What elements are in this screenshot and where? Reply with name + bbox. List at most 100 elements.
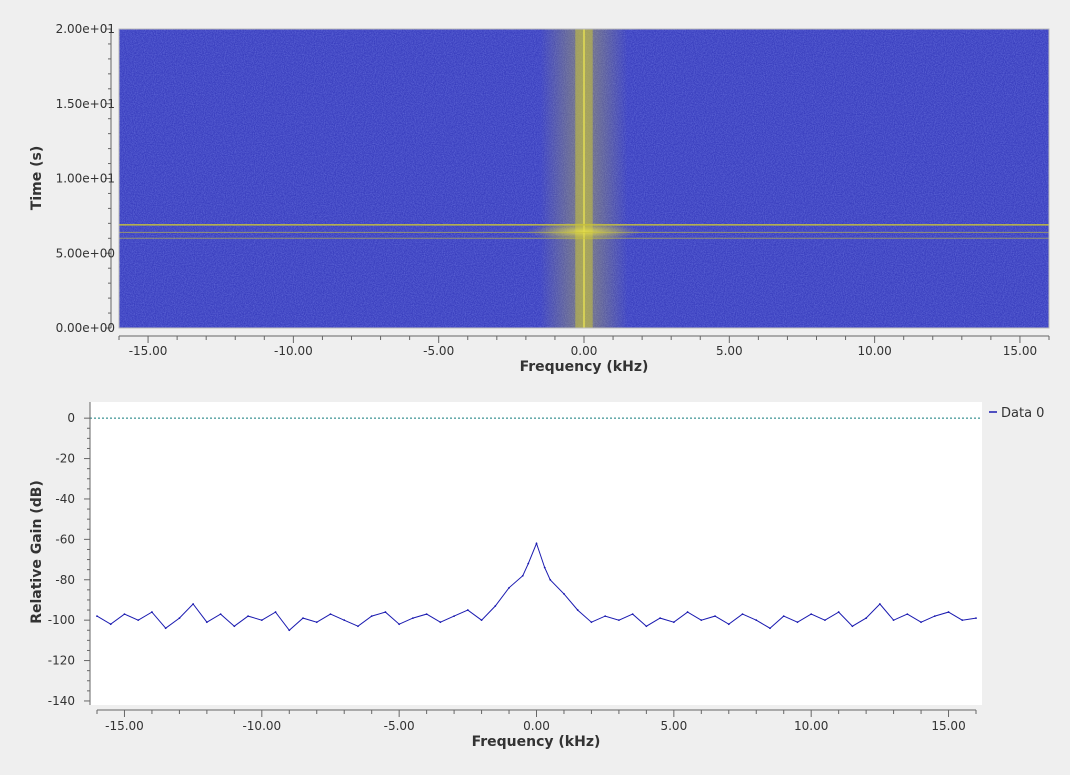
waterfall-x-tick-label: -15.00: [129, 344, 168, 358]
waterfall-x-axis: -15.00 -10.00 -5.00 0.00 5.00 10.00 15.00: [118, 335, 1050, 358]
psd-data-point: [975, 617, 977, 620]
psd-data-point: [590, 621, 593, 624]
psd-data-point: [192, 603, 195, 605]
psd-data-point: [741, 613, 744, 615]
psd-data-point: [920, 621, 922, 624]
psd-data-point: [508, 586, 510, 589]
waterfall-y-axis: 0.00e+00 5.00e+00 1.00e+01 1.50e+01 2.00e+01: [56, 22, 115, 335]
waterfall-y-tick-label: 0.00e+00: [56, 321, 115, 335]
psd-data-point: [219, 613, 222, 615]
psd-x-axis: -15.00 -10.00 -5.00 0.00 5.00 10.00 15.00: [96, 709, 977, 733]
psd-data-point: [645, 625, 648, 628]
psd-data-point: [769, 627, 771, 630]
legend-label-data-0: Data 0: [1001, 406, 1044, 421]
psd-background: [90, 402, 982, 705]
psd-data-point: [315, 621, 318, 624]
psd-data-point: [288, 629, 291, 632]
psd-data-point: [151, 611, 153, 613]
psd-x-tick-label: -10.00: [242, 719, 281, 733]
waterfall-x-tick-label: -10.00: [274, 344, 313, 358]
psd-y-tick-label: -40: [55, 492, 75, 506]
waterfall-x-tick-label: 0.00: [571, 344, 598, 358]
waterfall-x-tick-label: 15.00: [1003, 344, 1037, 358]
psd-data-point: [618, 619, 620, 622]
psd-data-point: [521, 574, 524, 577]
psd-data-point: [933, 615, 936, 618]
psd-data-point: [329, 613, 332, 615]
psd-legend[interactable]: Data 0: [989, 406, 1044, 421]
psd-data-point: [274, 611, 277, 613]
psd-y-tick-label: -100: [48, 613, 75, 627]
psd-data-point: [233, 625, 236, 628]
waterfall-y-label: Time (s): [29, 146, 45, 210]
waterfall-x-tick-label: 10.00: [857, 344, 891, 358]
psd-data-point: [563, 593, 565, 595]
psd-data-point: [123, 613, 126, 615]
psd-data-point: [796, 621, 799, 624]
psd-data-point: [714, 615, 716, 618]
psd-data-point: [631, 613, 634, 615]
waterfall-signal-center: [583, 29, 585, 328]
psd-data-point: [178, 617, 181, 620]
psd-data-point: [659, 617, 662, 620]
psd-x-tick-label: -5.00: [384, 719, 415, 733]
psd-data-point: [892, 619, 895, 622]
psd-data-point: [109, 623, 112, 626]
psd-y-axis: 0 -20 -40 -60 -80 -100 -120 -140: [48, 411, 90, 708]
psd-data-point: [425, 613, 428, 615]
psd-series-points: [96, 542, 977, 632]
psd-x-tick-label: 0.00: [523, 719, 550, 733]
psd-y-tick-label: 0: [67, 411, 75, 425]
psd-data-point: [480, 619, 483, 622]
waterfall-y-tick-label: 5.00e+00: [56, 246, 115, 260]
psd-data-point: [961, 619, 964, 622]
psd-data-point: [205, 621, 208, 624]
waterfall-frame: [118, 28, 1050, 329]
psd-data-point: [247, 615, 249, 618]
psd-data-point: [527, 562, 530, 565]
psd-data-point: [466, 609, 469, 611]
psd-data-point: [398, 623, 401, 626]
waterfall-plot: -15.00 -10.00 -5.00 0.00 5.00 10.00 15.00 0.00…: [29, 22, 1050, 375]
psd-data-point: [164, 627, 167, 630]
waterfall-x-tick-label: 5.00: [716, 344, 743, 358]
waterfall-y-tick-label: 1.50e+01: [56, 97, 115, 111]
psd-data-point: [700, 619, 703, 622]
psd-data-point: [543, 566, 546, 569]
psd-x-tick-label: 10.00: [794, 719, 828, 733]
waterfall-x-label: Frequency (kHz): [520, 359, 649, 375]
psd-data-point: [906, 613, 909, 615]
psd-data-point: [782, 615, 785, 618]
psd-data-point: [865, 617, 868, 620]
psd-plot: -15.00 -10.00 -5.00 0.00 5.00 10.00 15.00 0 -20…: [29, 402, 1044, 750]
psd-data-point: [947, 611, 950, 613]
psd-y-label: Relative Gain (dB): [29, 480, 45, 624]
psd-data-point: [137, 619, 140, 622]
psd-data-point: [439, 621, 442, 624]
psd-x-label: Frequency (kHz): [472, 734, 601, 750]
psd-data-point: [411, 617, 414, 620]
psd-data-point: [384, 611, 387, 613]
psd-x-tick-label: -15.00: [105, 719, 144, 733]
psd-y-tick-label: -120: [48, 654, 75, 668]
psd-data-point: [370, 615, 373, 618]
psd-data-point: [604, 615, 607, 618]
psd-y-tick-label: -80: [55, 573, 75, 587]
waterfall-y-tick-label: 1.00e+01: [56, 172, 115, 186]
psd-data-point: [494, 605, 497, 607]
psd-data-point: [576, 609, 579, 611]
waterfall-x-tick-label: -5.00: [423, 344, 454, 358]
psd-data-point: [357, 625, 359, 628]
psd-data-point: [824, 619, 826, 622]
psd-data-point: [686, 611, 689, 613]
psd-data-point: [755, 619, 758, 622]
psd-y-tick-label: -60: [55, 532, 75, 546]
psd-data-point: [343, 619, 346, 622]
psd-data-point: [727, 623, 730, 626]
psd-data-point: [453, 615, 455, 618]
psd-data-point: [810, 613, 813, 615]
psd-x-tick-label: 5.00: [660, 719, 687, 733]
psd-data-point: [878, 603, 881, 605]
psd-data-point: [535, 542, 538, 545]
